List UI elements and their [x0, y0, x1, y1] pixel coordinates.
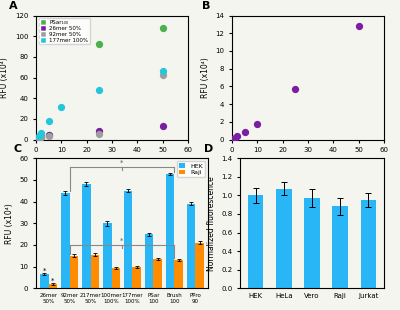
- Text: *: *: [43, 268, 46, 274]
- Bar: [196, 243, 204, 288]
- Point: [96, 129, 102, 134]
- Point: [96, 87, 102, 92]
- Text: C: C: [14, 144, 22, 153]
- Point: [46, 118, 52, 123]
- X-axis label: Concentration (μM) of 26mer 50%: Concentration (μM) of 26mer 50%: [248, 159, 368, 165]
- Point: [234, 134, 240, 139]
- Point: [96, 42, 102, 47]
- Bar: [112, 268, 120, 288]
- Bar: [154, 259, 162, 288]
- Point: [46, 133, 52, 138]
- Point: [231, 136, 238, 141]
- Bar: [103, 223, 112, 288]
- Bar: [40, 274, 48, 288]
- Bar: [82, 184, 90, 288]
- Point: [38, 131, 44, 136]
- Legend: PSar₁₀₀, 26mer 50%, 92mer 50%, 177mer 100%: PSar₁₀₀, 26mer 50%, 92mer 50%, 177mer 10…: [39, 18, 90, 44]
- Bar: [276, 189, 292, 288]
- Point: [356, 24, 362, 29]
- Point: [46, 133, 52, 138]
- Point: [46, 134, 52, 139]
- Point: [160, 73, 166, 78]
- Bar: [90, 255, 99, 288]
- Bar: [166, 174, 174, 288]
- Bar: [132, 267, 141, 288]
- Point: [254, 122, 260, 127]
- Point: [38, 135, 44, 140]
- Point: [242, 130, 248, 135]
- Y-axis label: RFU (x10⁴): RFU (x10⁴): [0, 57, 9, 98]
- Text: D: D: [204, 144, 213, 153]
- Bar: [70, 256, 78, 288]
- Point: [35, 134, 42, 139]
- Point: [160, 69, 166, 74]
- Point: [35, 136, 42, 141]
- Y-axis label: Normalized fluorescence: Normalized fluorescence: [206, 176, 216, 271]
- Text: B: B: [202, 1, 210, 11]
- Point: [38, 135, 44, 140]
- Bar: [187, 204, 196, 288]
- Bar: [61, 193, 70, 288]
- Text: *: *: [120, 238, 124, 244]
- Text: *: *: [120, 160, 124, 166]
- X-axis label: Concentration of Polymer (μM): Concentration of Polymer (μM): [53, 159, 171, 168]
- Bar: [145, 234, 154, 288]
- Point: [160, 124, 166, 129]
- Point: [35, 135, 42, 140]
- Bar: [48, 284, 57, 288]
- Text: A: A: [9, 1, 17, 11]
- Bar: [304, 198, 320, 288]
- Bar: [361, 200, 376, 288]
- Legend: HEK, Raji: HEK, Raji: [177, 161, 205, 177]
- Point: [230, 137, 236, 142]
- Text: *: *: [51, 278, 54, 284]
- Bar: [248, 195, 263, 288]
- Bar: [332, 206, 348, 288]
- Point: [96, 132, 102, 137]
- Point: [292, 86, 298, 91]
- Bar: [174, 260, 183, 288]
- Y-axis label: RFU (x10⁴): RFU (x10⁴): [5, 203, 14, 244]
- Point: [38, 135, 44, 140]
- Point: [58, 105, 64, 110]
- Point: [35, 136, 42, 141]
- Point: [160, 25, 166, 30]
- Y-axis label: RFU (x10⁴): RFU (x10⁴): [201, 57, 210, 98]
- Bar: [124, 191, 132, 288]
